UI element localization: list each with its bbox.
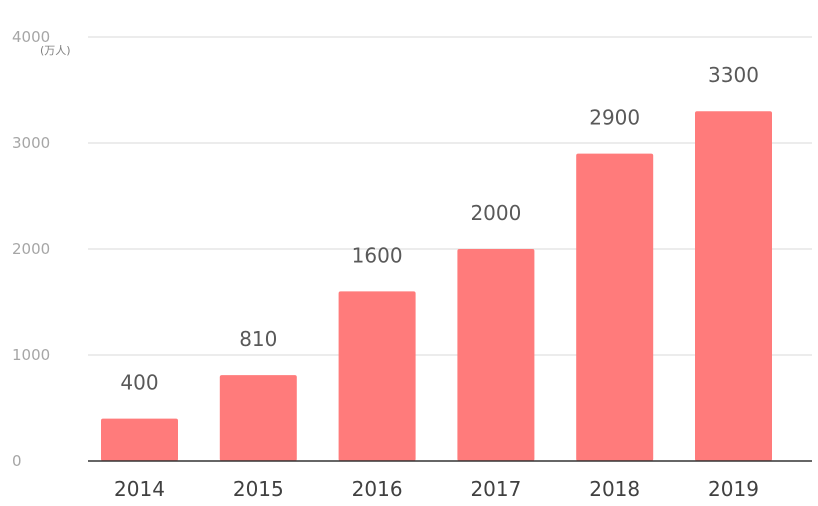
- data-label-2015: 810: [239, 327, 277, 351]
- data-labels: 400 810 1600 2000 2900 3300: [120, 63, 759, 394]
- bar-2017: [457, 249, 535, 461]
- x-tick-label-2018: 2018: [589, 477, 640, 501]
- y-tick-label: 0: [12, 452, 22, 470]
- x-tick-label-2019: 2019: [708, 477, 759, 501]
- bars: [101, 111, 772, 461]
- data-label-2017: 2000: [470, 201, 521, 225]
- y-tick-label: 1000: [12, 346, 50, 364]
- bar-2014: [101, 418, 178, 461]
- data-label-2018: 2900: [589, 106, 640, 130]
- bar-2018: [576, 153, 654, 461]
- x-tick-label-2017: 2017: [470, 477, 521, 501]
- y-axis-ticks: 0 1000 2000 3000 4000: [12, 28, 50, 470]
- x-axis-ticks: 2014 2015 2016 2017 2018 2019: [114, 477, 759, 501]
- y-tick-label: 4000: [12, 28, 50, 46]
- data-label-2016: 1600: [352, 243, 403, 267]
- x-tick-label-2015: 2015: [233, 477, 284, 501]
- data-label-2019: 3300: [708, 63, 759, 87]
- bar-2019: [695, 111, 772, 461]
- y-tick-label: 2000: [12, 240, 50, 258]
- y-tick-label: 3000: [12, 134, 50, 152]
- y-axis-unit-label: (万人): [40, 44, 71, 57]
- bar-2015: [219, 375, 297, 461]
- x-tick-label-2016: 2016: [352, 477, 403, 501]
- gridlines: [88, 36, 812, 356]
- bar-2016: [338, 291, 416, 461]
- x-tick-label-2014: 2014: [114, 477, 165, 501]
- data-label-2014: 400: [120, 371, 158, 395]
